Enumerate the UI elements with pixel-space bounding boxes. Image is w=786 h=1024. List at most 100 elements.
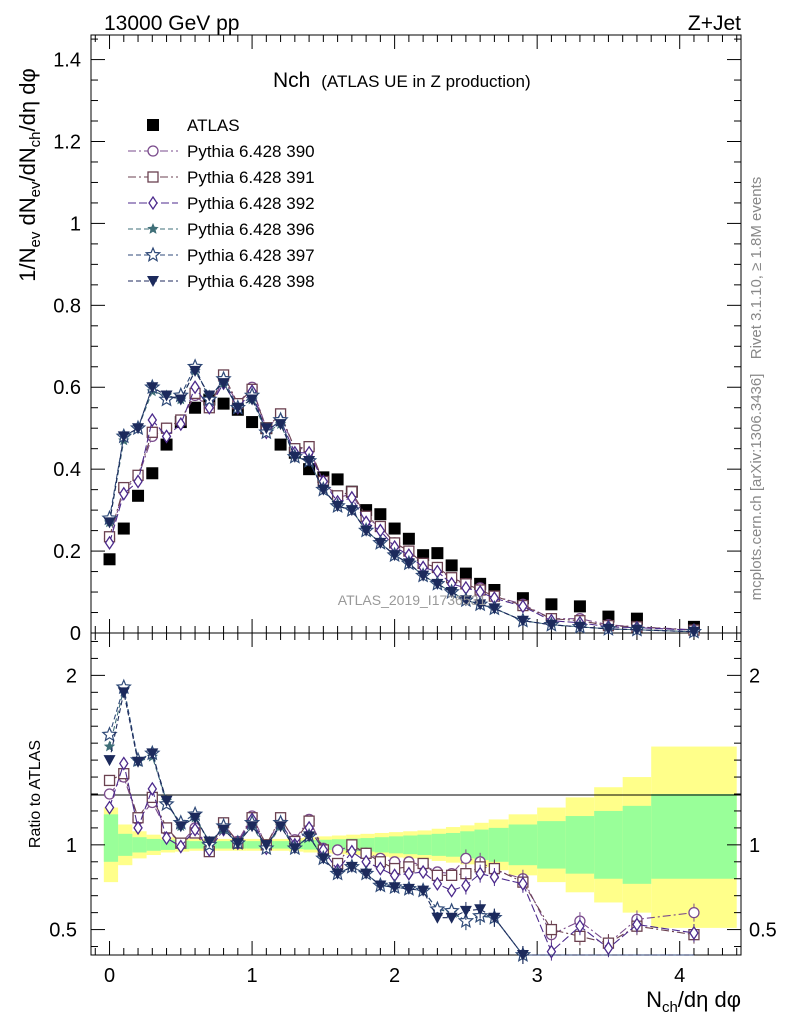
- ratio-point-series-5: [174, 821, 187, 833]
- band-inner-segment: [189, 841, 204, 849]
- ratio-point-series-2: [119, 756, 129, 771]
- ratio-point-series-5: [132, 756, 145, 768]
- main-point-series-0: [160, 438, 173, 451]
- ratio-y-tick-label: 2: [66, 665, 77, 687]
- ratio-point-series-2: [432, 876, 443, 891]
- ratio-point-series-5: [331, 868, 344, 880]
- ratio-point-series-2: [461, 878, 471, 893]
- ratio-point-series-0: [460, 852, 472, 865]
- ratio-series-markers: [101, 678, 700, 964]
- main-point-series-0: [117, 522, 130, 535]
- main-point-series-6: [345, 505, 358, 517]
- ratio-point-series-2: [418, 864, 428, 880]
- main-point-series-0: [374, 508, 387, 521]
- main-point-series-6: [189, 365, 202, 377]
- legend-label: Pythia 6.428 396: [187, 220, 315, 239]
- main-point-series-6: [103, 517, 116, 529]
- ratio-point-series-2: [190, 822, 200, 837]
- ratio-point-series-1: [545, 923, 558, 936]
- ratio-axis-ticks: 0 1 2 3 4 0.5 0.5 1 1 2 2: [49, 633, 777, 987]
- band-inner-segment: [160, 839, 176, 850]
- legend-marker: [147, 119, 159, 131]
- main-point-series-6: [217, 378, 230, 390]
- legend: ATLAS Pythia 6.428 390 Pythia 6.428 391 Pyt…: [128, 116, 315, 291]
- band-inner-segment: [445, 832, 461, 857]
- main-point-series-2: [146, 426, 158, 438]
- main-point-series-6: [431, 578, 444, 590]
- main-point-series-3: [133, 474, 143, 489]
- main-point-series-0: [573, 600, 586, 613]
- legend-label: Pythia 6.428 391: [187, 168, 315, 187]
- ratio-point-series-2: [632, 917, 642, 932]
- ratio-point-series-5: [374, 880, 387, 892]
- main-point-series-6: [174, 394, 187, 406]
- ratio-point-series-2: [161, 830, 172, 846]
- band-inner-segment: [403, 835, 418, 855]
- main-point-series-0: [274, 438, 287, 451]
- band-inner-segment: [622, 805, 652, 884]
- ratio-y-tick-label-right: 2: [749, 665, 760, 687]
- main-point-series-6: [545, 619, 558, 631]
- band-inner-segment: [594, 810, 623, 879]
- ratio-line-2: [109, 761, 695, 953]
- band-inner-segment: [132, 837, 147, 853]
- main-point-series-6: [602, 623, 615, 635]
- ratio-point-series-5: [474, 904, 487, 916]
- ratio-y-tick-label: 1: [66, 835, 77, 857]
- main-y-label: 1/Nev dNev/dNch/dη dφ: [15, 68, 44, 281]
- ratio-point-series-2: [133, 820, 143, 836]
- ratio-point-series-2: [546, 944, 557, 959]
- y-tick-label: 0.2: [53, 541, 81, 563]
- main-point-series-0: [132, 489, 145, 502]
- legend-label: Pythia 6.428 397: [187, 246, 315, 265]
- band-inner-segment: [474, 829, 489, 861]
- legend-label: Pythia 6.428 390: [187, 142, 315, 161]
- band-inner-segment: [374, 837, 389, 853]
- band-inner-segment: [431, 833, 446, 856]
- main-line-5: [108, 365, 694, 633]
- main-point-series-6: [459, 595, 472, 607]
- band-inner-segment: [417, 834, 432, 856]
- main-point-series-3: [204, 400, 215, 415]
- main-point-series-0: [602, 610, 615, 623]
- ratio-y-tick-label-right: 0.5: [749, 920, 777, 942]
- ratio-point-series-2: [446, 883, 457, 898]
- band-inner-segment: [388, 836, 404, 854]
- x-tick-label: 2: [389, 965, 400, 987]
- header-left: 13000 GeV pp: [104, 12, 239, 35]
- ratio-line-0: [109, 775, 695, 944]
- main-point-series-6: [488, 603, 501, 615]
- band-inner-segment: [460, 831, 475, 859]
- ratio-point-series-5: [417, 885, 430, 897]
- ratio-point-series-2: [475, 866, 485, 881]
- main-point-series-3: [104, 535, 115, 551]
- ratio-point-series-5: [146, 748, 159, 760]
- main-point-series-6: [231, 402, 244, 414]
- ratio-point-series-5: [103, 755, 116, 767]
- main-point-series-6: [288, 451, 301, 463]
- ratio-point-series-5: [488, 912, 501, 924]
- analysis-watermark: ATLAS_2019_I1736531: [338, 592, 487, 608]
- band-inner-segment: [146, 838, 161, 851]
- ratio-point-series-5: [516, 950, 529, 961]
- ratio-point-series-0: [688, 906, 700, 919]
- ratio-point-series-4: [429, 900, 446, 917]
- main-point-series-0: [388, 522, 401, 535]
- legend-marker: [147, 223, 159, 234]
- x-tick-label: 0: [104, 965, 115, 987]
- mcplots-label: mcplots.cern.ch [arXiv:1306.3436]: [748, 374, 765, 601]
- ratio-point-series-2: [404, 866, 414, 881]
- y-tick-label: 1.4: [53, 50, 81, 72]
- main-point-series-6: [331, 501, 344, 513]
- main-series-markers: [101, 358, 703, 639]
- ratio-y-tick-label: 0.5: [49, 920, 77, 942]
- main-point-series-6: [160, 390, 173, 402]
- main-point-series-6: [146, 382, 159, 394]
- main-point-series-6: [274, 419, 287, 431]
- main-point-series-6: [402, 558, 415, 570]
- y-tick-label: 1: [70, 213, 81, 235]
- ratio-point-series-5: [288, 843, 301, 855]
- ratio-point-series-4: [457, 912, 474, 929]
- ratio-point-series-0: [103, 788, 116, 800]
